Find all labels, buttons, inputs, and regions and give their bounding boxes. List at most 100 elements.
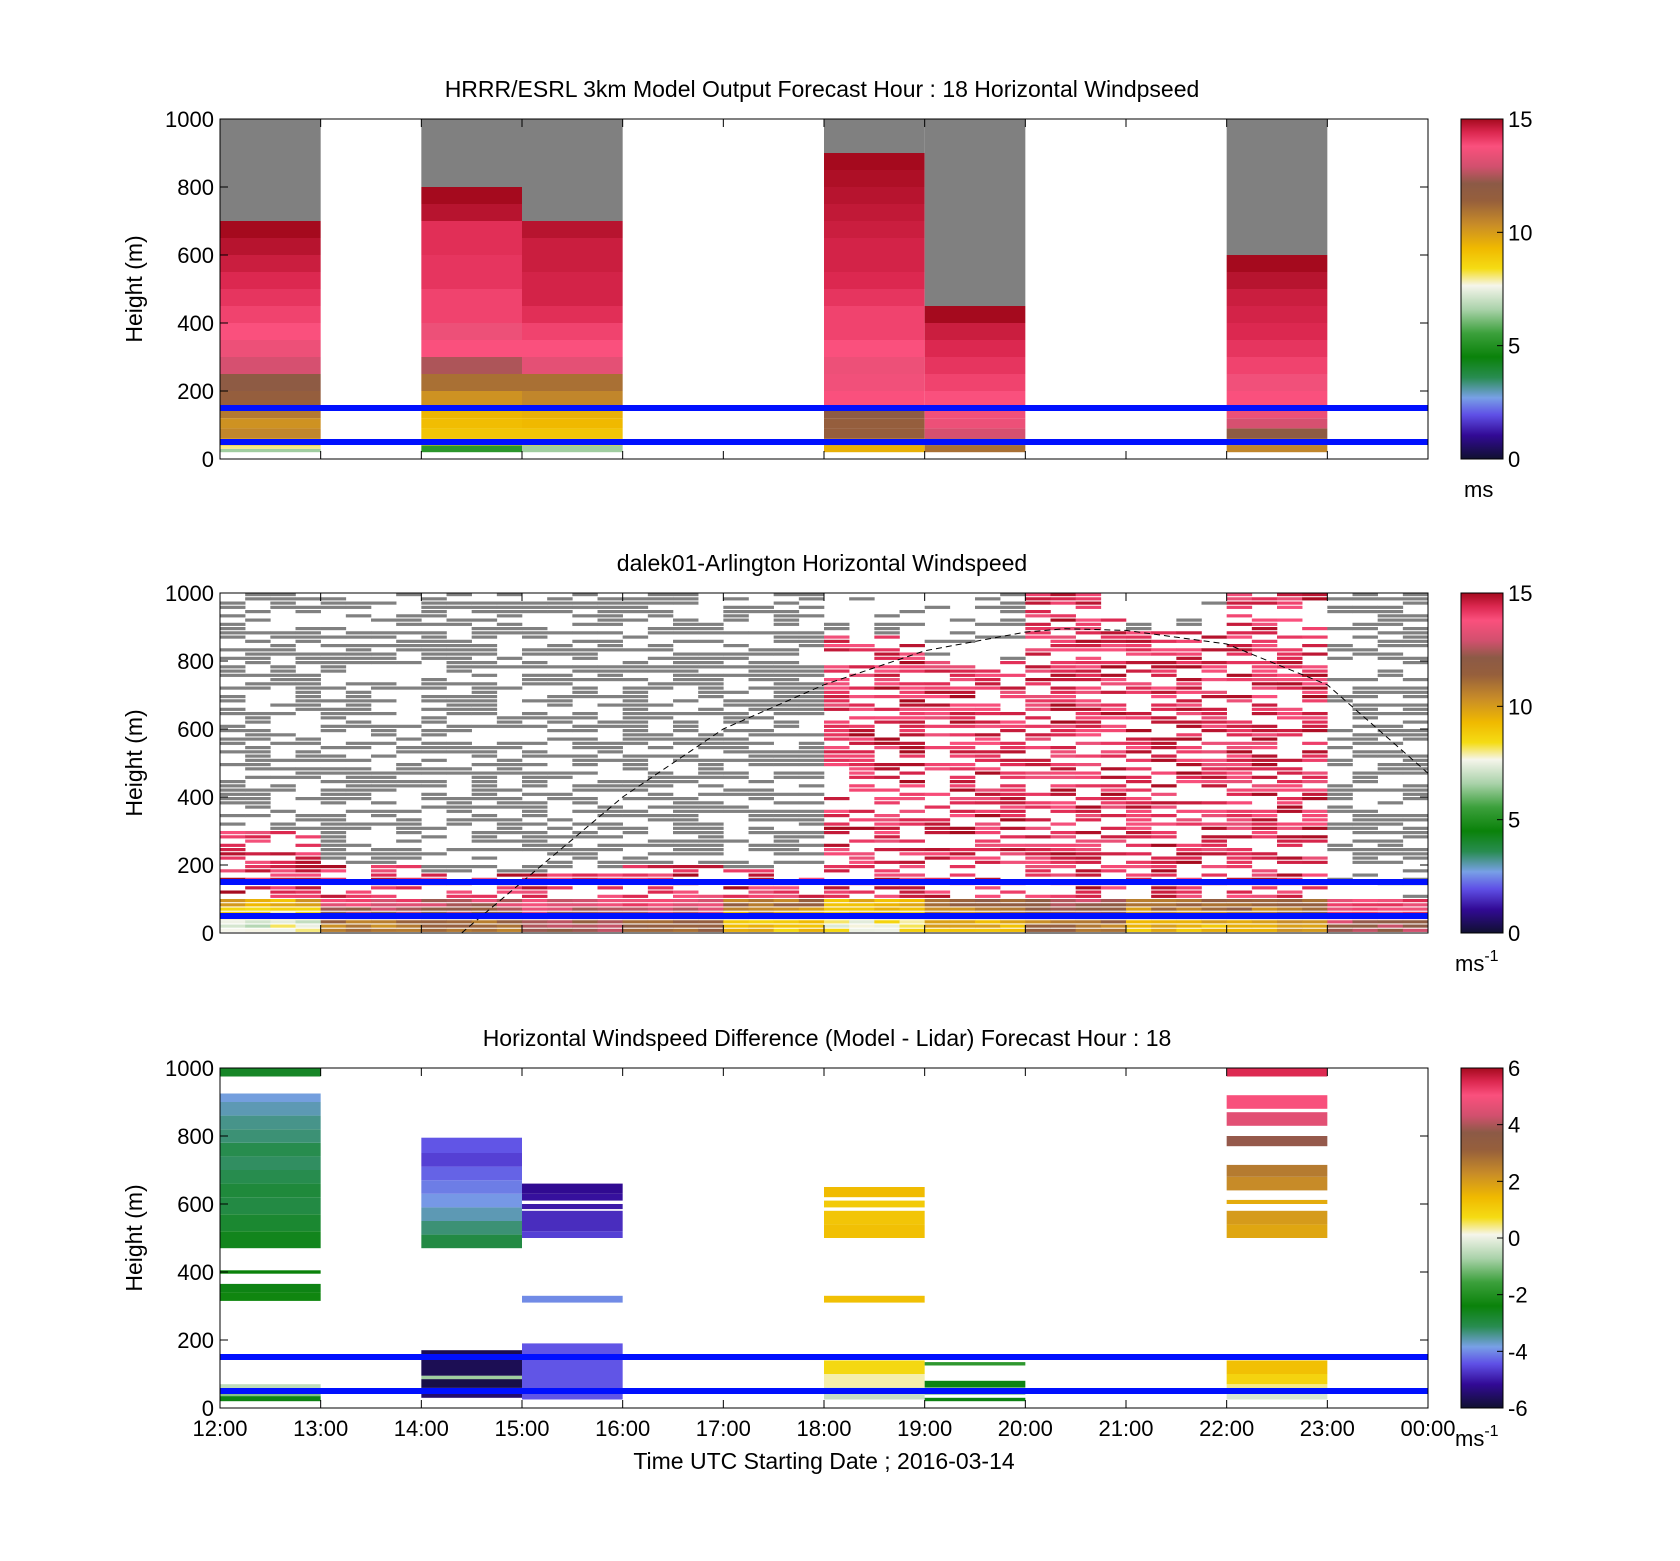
lidar-cell: [647, 920, 674, 924]
lidar-cell: [1201, 826, 1227, 830]
lidar-missing-cell: [572, 754, 598, 758]
lidar-cell: [899, 848, 925, 852]
lidar-missing-cell: [1402, 703, 1429, 707]
lidar-cell: [1075, 899, 1102, 903]
lidar-cell: [1050, 848, 1076, 852]
lidar-missing-cell: [270, 597, 296, 601]
lidar-cell: [1100, 707, 1127, 711]
lidar-cell: [1176, 860, 1202, 864]
lidar-cell: [1277, 597, 1303, 601]
lidar-missing-cell: [471, 746, 498, 750]
lidar-cell: [245, 835, 271, 839]
lidar-cell: [824, 737, 850, 741]
lidar-cell: [547, 924, 573, 928]
lidar-cell: [1251, 831, 1278, 835]
lidar-cell: [899, 894, 925, 898]
lidar-missing-cell: [345, 792, 372, 796]
lidar-missing-cell: [673, 814, 699, 818]
diff-cell: [421, 1207, 522, 1221]
lidar-missing-cell: [1352, 848, 1378, 852]
lidar-missing-cell: [622, 605, 649, 609]
lidar-missing-cell: [1352, 809, 1378, 813]
lidar-cell: [1302, 665, 1328, 669]
lidar-cell: [874, 720, 900, 724]
lidar-missing-cell: [471, 661, 498, 665]
lidar-missing-cell: [1352, 648, 1378, 652]
lidar-missing-cell: [421, 631, 447, 635]
lidar-missing-cell: [748, 610, 774, 614]
lidar-missing-cell: [371, 848, 397, 852]
lidar-cell: [949, 716, 976, 720]
lidar-cell: [1100, 784, 1127, 788]
lidar-missing-cell: [496, 627, 523, 631]
lidar-cell: [496, 907, 523, 911]
lidar-cell: [924, 848, 951, 852]
lidar-cell: [1126, 780, 1152, 784]
lidar-cell: [723, 886, 749, 890]
lidar-missing-cell: [320, 686, 347, 690]
lidar-cell: [1277, 661, 1303, 665]
lidar-cell: [949, 763, 976, 767]
lidar-cell: [1075, 669, 1102, 673]
lidar-cell: [522, 924, 548, 928]
lidar-cell: [1050, 750, 1076, 754]
lidar-cell: [1201, 907, 1227, 911]
lidar-cell: [572, 873, 598, 877]
lidar-cell: [975, 894, 1001, 898]
lidar-missing-cell: [471, 839, 498, 843]
lidar-cell: [1176, 746, 1202, 750]
lidar-cell: [1176, 843, 1202, 847]
lidar-cell: [1176, 686, 1202, 690]
lidar-cell: [874, 903, 900, 907]
lidar-missing-cell: [547, 665, 573, 669]
lidar-cell: [1251, 920, 1278, 924]
lidar-missing-cell: [1000, 656, 1026, 660]
lidar-cell: [1201, 678, 1227, 682]
y-tick-label: 1000: [165, 107, 214, 132]
lidar-missing-cell: [723, 758, 749, 762]
lidar-cell: [1075, 809, 1102, 813]
lidar-missing-cell: [446, 869, 472, 873]
lidar-missing-cell: [421, 682, 447, 686]
lidar-missing-cell: [471, 627, 498, 631]
lidar-cell: [1000, 860, 1026, 864]
lidar-missing-cell: [496, 656, 523, 660]
model-cell: [421, 187, 522, 204]
lidar-cell: [371, 873, 397, 877]
lidar-cell: [1075, 716, 1102, 720]
lidar-cell: [1226, 614, 1253, 618]
lidar-missing-cell: [396, 639, 422, 643]
lidar-cell: [1251, 597, 1278, 601]
lidar-missing-cell: [396, 826, 422, 830]
lidar-cell: [1075, 754, 1102, 758]
lidar-cell: [1277, 856, 1303, 860]
lidar-missing-cell: [270, 648, 296, 652]
lidar-cell: [1176, 763, 1202, 767]
lidar-cell: [220, 907, 246, 911]
lidar-cell: [295, 873, 321, 877]
lidar-missing-cell: [320, 801, 347, 805]
lidar-missing-cell: [547, 652, 573, 656]
lidar-cell: [522, 899, 548, 903]
lidar-missing-cell: [1327, 656, 1353, 660]
lidar-missing-cell: [220, 699, 246, 703]
lidar-missing-cell: [1352, 627, 1378, 631]
lidar-cell: [924, 712, 951, 716]
lidar-cell: [295, 907, 321, 911]
lidar-cell: [597, 928, 623, 932]
lidar-cell: [1025, 801, 1051, 805]
lidar-missing-cell: [1402, 593, 1429, 597]
lidar-cell: [1277, 890, 1303, 894]
lidar-cell: [874, 801, 900, 805]
y-tick-label: 1000: [165, 1056, 214, 1081]
lidar-cell: [1302, 822, 1328, 826]
lidar-missing-cell: [1402, 627, 1429, 631]
lidar-cell: [1302, 597, 1328, 601]
lidar-missing-cell: [597, 703, 623, 707]
lidar-missing-cell: [647, 656, 674, 660]
lidar-missing-cell: [773, 686, 800, 690]
lidar-missing-cell: [597, 784, 623, 788]
lidar-cell: [1226, 750, 1253, 754]
lidar-cell: [1251, 903, 1278, 907]
lidar-missing-cell: [270, 601, 296, 605]
